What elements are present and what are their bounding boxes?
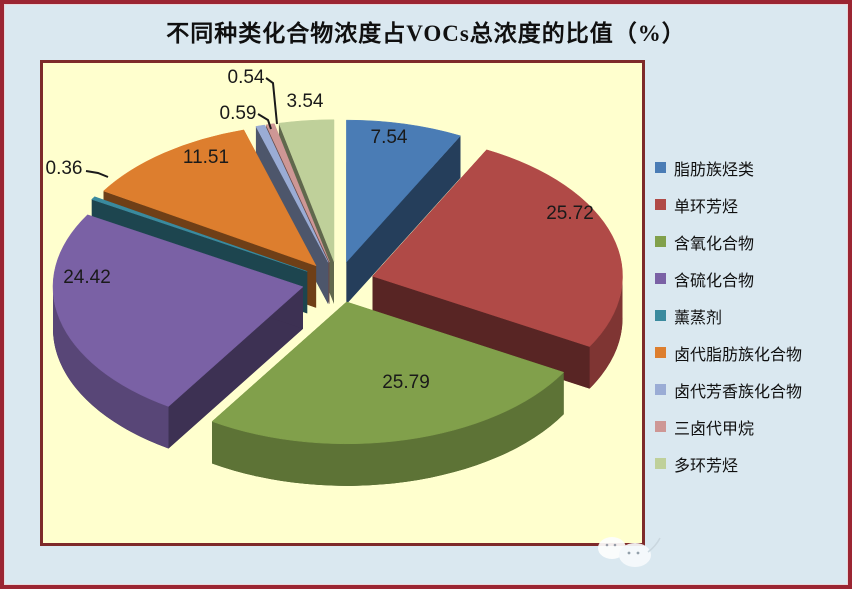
legend-swatch-icon — [655, 347, 666, 358]
data-label: 11.51 — [183, 147, 229, 168]
legend-item: 多环芳烃 — [655, 445, 802, 482]
data-label: 25.79 — [382, 372, 430, 393]
legend-item-label: 单环芳烃 — [674, 198, 739, 216]
legend-item: 卤代芳香族化合物 — [655, 371, 802, 408]
legend-item: 含硫化合物 — [655, 260, 802, 297]
pie-slice — [211, 301, 565, 486]
legend: 脂肪族烃类单环芳烃含氧化合物含硫化合物薰蒸剂卤代脂肪族化合物 卤代芳香族化合物 三卤… — [655, 149, 802, 482]
legend-item-label: 卤代芳香族化合物 — [674, 383, 803, 401]
label-leader-line — [265, 77, 278, 125]
legend-swatch-icon — [655, 384, 666, 395]
legend-item: 三卤代甲烷 — [655, 408, 802, 445]
cloud-doodle-watermark — [598, 537, 661, 567]
data-label: 3.54 — [287, 91, 324, 112]
legend-item-label: 含氧化合物 — [674, 235, 755, 253]
legend-item: 薰蒸剂 — [655, 297, 802, 334]
pie-slice — [52, 214, 304, 449]
data-label: 0.59 — [220, 103, 257, 124]
data-label: 0.54 — [228, 67, 265, 88]
data-label: 7.54 — [371, 127, 408, 148]
legend-swatch-icon — [655, 162, 666, 173]
legend-item: 含氧化合物 — [655, 223, 802, 260]
legend-item-label: 含硫化合物 — [674, 272, 755, 290]
label-leader-line — [257, 113, 272, 130]
pie-slice — [346, 119, 461, 305]
legend-swatch-icon — [655, 236, 666, 247]
legend-item-label: 脂肪族烃类 — [674, 161, 755, 179]
data-label: 25.72 — [546, 203, 594, 224]
legend-item-label: 三卤代甲烷 — [674, 420, 755, 438]
label-leader-line — [85, 170, 109, 178]
data-label: 0.36 — [46, 158, 83, 179]
legend-swatch-icon — [655, 421, 666, 432]
legend-swatch-icon — [655, 310, 666, 321]
legend-item: 单环芳烃 — [655, 186, 802, 223]
legend-swatch-icon — [655, 458, 666, 469]
data-label: 24.42 — [63, 267, 111, 288]
legend-swatch-icon — [655, 273, 666, 284]
legend-item-label: 薰蒸剂 — [674, 309, 723, 327]
legend-item-label: 多环芳烃 — [674, 457, 739, 475]
legend-item: 脂肪族烃类 — [655, 149, 802, 186]
legend-item: 卤代脂肪族化合物 — [655, 334, 802, 371]
pie-slice — [372, 149, 623, 389]
legend-swatch-icon — [655, 199, 666, 210]
legend-item-label: 卤代脂肪族化合物 — [674, 346, 803, 364]
page-title: 不同种类化合物浓度占VOCs总浓度的比值（%） — [166, 21, 686, 46]
